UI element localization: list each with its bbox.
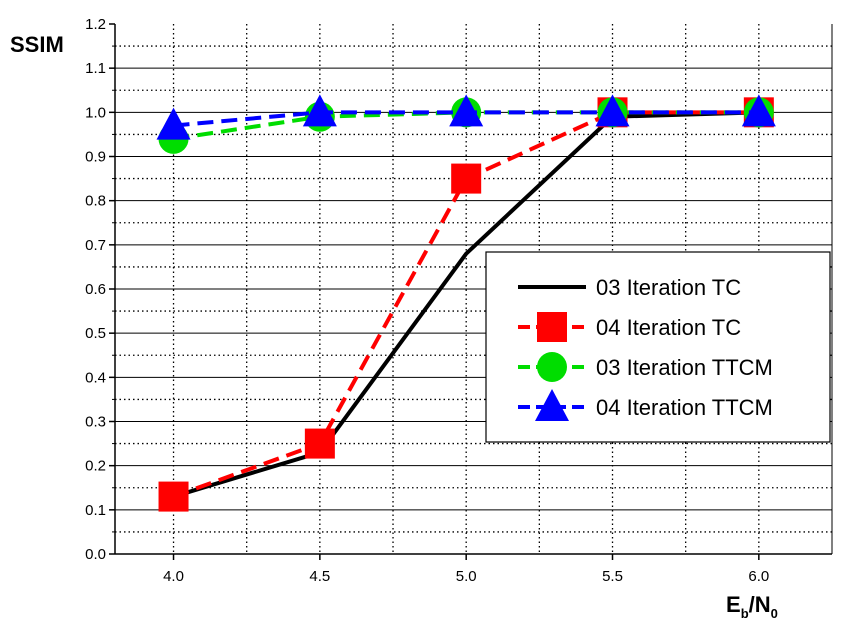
x-axis-title: Eb/N0 xyxy=(726,592,778,621)
y-tick-label-7: 0.7 xyxy=(85,237,106,254)
legend-marker-1 xyxy=(537,312,567,342)
series-line-0 xyxy=(172,110,759,499)
legend-marker-2 xyxy=(537,352,567,382)
x-axis-title-base: E xyxy=(726,592,741,617)
legend-label-1: 04 Iteration TC xyxy=(596,315,741,340)
series-3-point-4 xyxy=(741,94,776,127)
series-1-point-2 xyxy=(451,163,482,194)
y-tick-label-8: 0.8 xyxy=(85,193,106,210)
y-tick-label-1: 0.1 xyxy=(85,502,106,519)
y-tick-label-9: 0.9 xyxy=(85,149,106,166)
y-tick-label-0: 0.0 xyxy=(85,546,106,563)
x-tick-label-1: 4.5 xyxy=(309,568,330,585)
legend: 03 Iteration TC 04 Iteration TC 03 Iterati… xyxy=(485,251,831,443)
y-tick-label-4: 0.4 xyxy=(85,369,106,386)
x-tick-label-4: 6.0 xyxy=(748,568,769,585)
x-tick-label-2: 5.0 xyxy=(456,568,477,585)
axes xyxy=(109,23,833,560)
series-0 xyxy=(172,110,759,499)
series-1-point-1 xyxy=(304,428,335,459)
y-tick-label-6: 0.6 xyxy=(85,281,106,298)
series-3-point-0 xyxy=(156,107,191,140)
x-tick-label-3: 5.5 xyxy=(602,568,623,585)
grid xyxy=(115,24,832,554)
x-tick-label-0: 4.0 xyxy=(163,568,184,585)
y-axis-title: SSIM xyxy=(10,32,64,57)
x-axis-title-slash: /N xyxy=(749,592,771,617)
series-group xyxy=(156,94,776,512)
y-tick-label-2: 0.2 xyxy=(85,458,106,475)
series-1-point-0 xyxy=(158,481,189,512)
legend-label-2: 03 Iteration TTCM xyxy=(596,355,773,380)
series-3 xyxy=(156,94,776,140)
series-3-point-2 xyxy=(449,94,484,127)
tick-labels: 0.0 0.1 0.2 0.3 0.4 0.5 0.6 0.7 0.8 0.9 1.0 1.1 1.2 4… xyxy=(85,16,769,585)
y-tick-label-11: 1.1 xyxy=(85,60,106,77)
x-axis-title-sub2: 0 xyxy=(771,606,778,621)
series-3-point-3 xyxy=(595,94,630,127)
x-axis-title-sub1: b xyxy=(741,606,749,621)
y-tick-label-3: 0.3 xyxy=(85,414,106,431)
legend-label-0: 03 Iteration TC xyxy=(596,275,741,300)
y-tick-label-12: 1.2 xyxy=(85,16,106,33)
y-tick-label-5: 0.5 xyxy=(85,325,106,342)
series-3-point-1 xyxy=(302,94,337,127)
legend-marker-3 xyxy=(535,389,569,421)
y-tick-label-10: 1.0 xyxy=(85,104,106,121)
legend-label-3: 04 Iteration TTCM xyxy=(596,395,773,420)
